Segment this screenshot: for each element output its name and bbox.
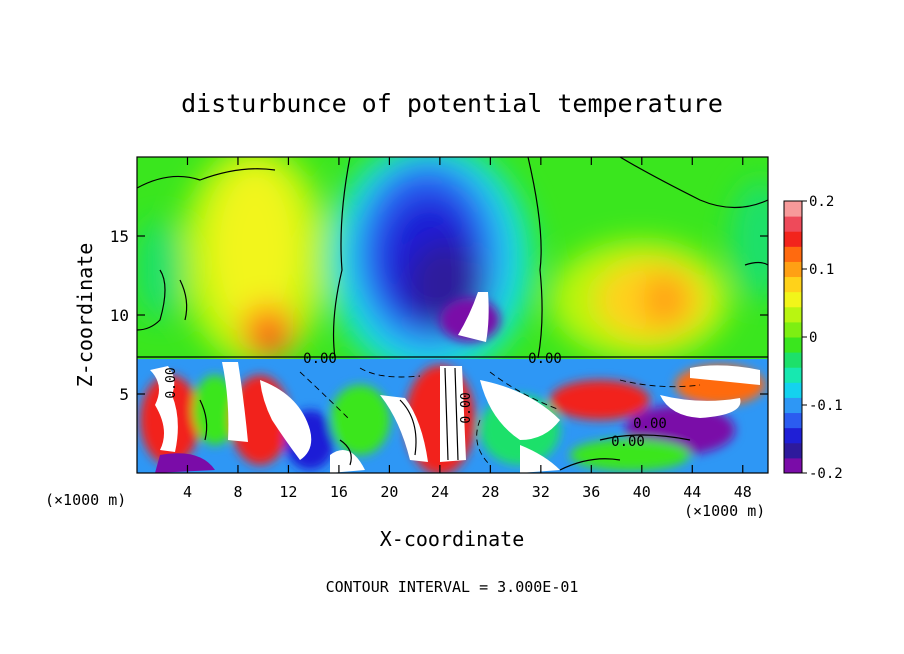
colorbar-swatch (784, 457, 802, 474)
colorbar-swatch (784, 321, 802, 338)
contour-label: 0.00 (633, 416, 667, 432)
contour-label: 0.00 (459, 392, 474, 423)
x-tick-label: 40 (633, 483, 651, 501)
x-tick-label: 36 (582, 483, 600, 501)
colorbar-label: 0.1 (809, 262, 834, 278)
colorbar-swatch (784, 382, 802, 398)
colorbar-swatch (784, 427, 802, 444)
chart-title: disturbunce of potential temperature (181, 89, 723, 118)
colorbar-swatch (784, 276, 802, 293)
colorbar-swatch (784, 337, 802, 353)
colorbar: 0.2 0.1 0 -0.1 -0.2 (783, 194, 843, 482)
colorbar-swatch (784, 442, 802, 459)
colorbar-swatch (784, 246, 802, 262)
colorbar-swatch (784, 201, 802, 217)
contour-label: 0.00 (303, 351, 337, 367)
x-tick-label: 8 (233, 483, 242, 501)
y-tick-label: 15 (110, 227, 129, 246)
x-axis: 4 8 12 16 20 24 28 32 36 40 44 48 (183, 157, 752, 501)
colorbar-swatch (784, 231, 802, 247)
y-tick-label: 10 (110, 306, 129, 325)
colorbar-swatch (784, 412, 802, 429)
x-unit-right: (×1000 m) (684, 502, 765, 520)
heatmap-field (137, 157, 768, 473)
x-tick-label: 24 (431, 483, 449, 501)
x-tick-label: 28 (481, 483, 499, 501)
colorbar-label: 0 (809, 330, 817, 346)
y-axis-label: Z-coordinate (73, 243, 97, 388)
colorbar-swatch (784, 291, 802, 308)
y-axis: 5 10 15 (110, 227, 768, 404)
contour-interval: CONTOUR INTERVAL = 3.000E-01 (326, 578, 579, 596)
contour-label: 0.00 (164, 367, 179, 398)
colorbar-label: -0.2 (809, 466, 843, 482)
colorbar-swatch (784, 367, 802, 383)
x-unit-left: (×1000 m) (45, 491, 126, 509)
x-tick-label: 16 (330, 483, 348, 501)
colorbar-swatch (784, 306, 802, 323)
colorbar-label: 0.2 (809, 194, 834, 210)
colorbar-label: -0.1 (809, 398, 843, 414)
x-tick-label: 48 (734, 483, 752, 501)
x-axis-label: X-coordinate (380, 527, 525, 551)
x-tick-label: 4 (183, 483, 192, 501)
y-tick-label: 5 (119, 385, 129, 404)
colorbar-swatch (784, 216, 802, 232)
colorbar-swatch (784, 352, 802, 368)
x-tick-label: 20 (380, 483, 398, 501)
contour-label: 0.00 (611, 434, 645, 450)
x-tick-label: 12 (279, 483, 297, 501)
x-tick-label: 44 (683, 483, 701, 501)
colorbar-swatch (784, 397, 802, 414)
colorbar-swatch (784, 261, 802, 278)
contour-label: 0.00 (528, 351, 562, 367)
x-tick-label: 32 (532, 483, 550, 501)
